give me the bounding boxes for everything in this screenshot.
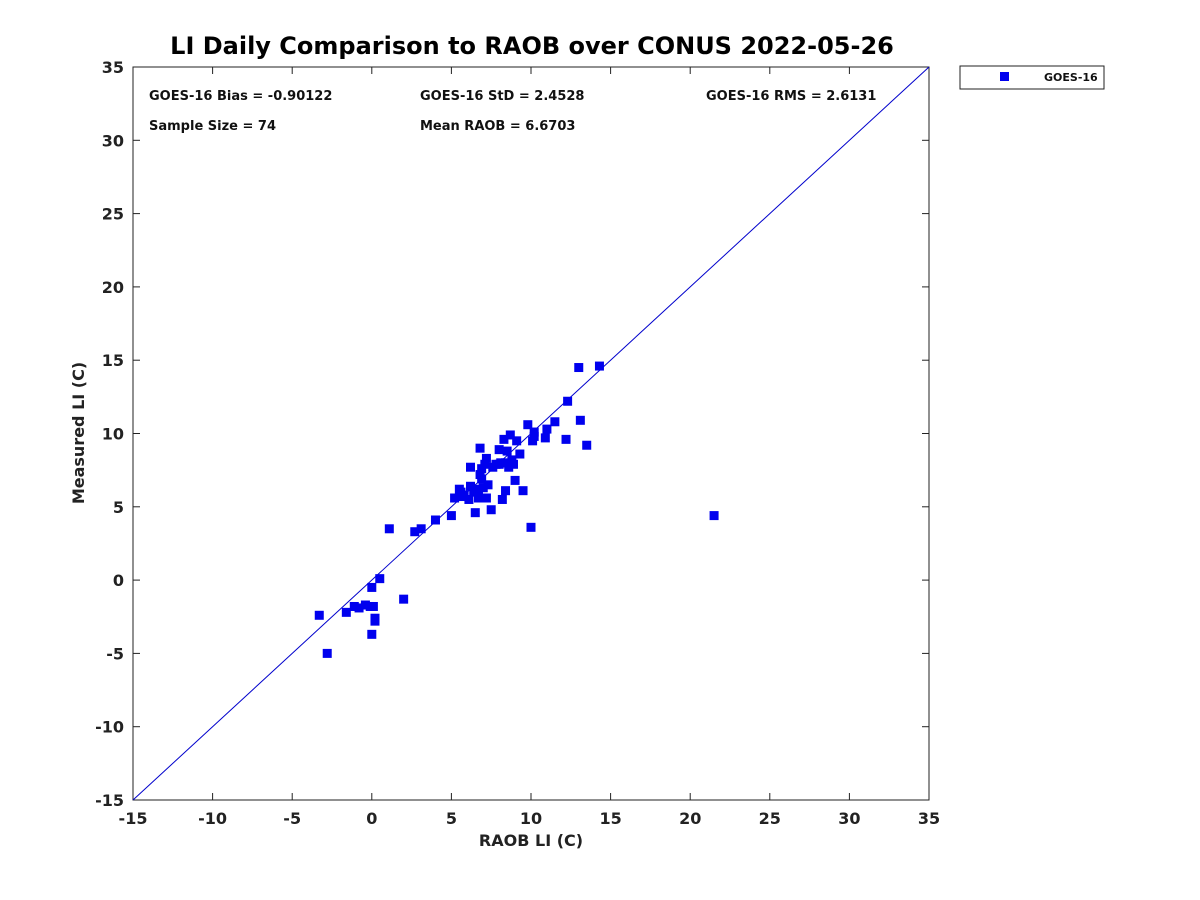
y-tick-label: 20 <box>102 278 124 297</box>
data-point <box>540 433 550 443</box>
x-tick-label: 0 <box>366 809 377 828</box>
data-point <box>477 474 487 484</box>
data-point <box>367 629 377 639</box>
y-tick-label: -10 <box>95 718 124 737</box>
y-tick-label: 30 <box>102 131 124 150</box>
data-point <box>561 434 571 444</box>
data-point <box>384 524 394 534</box>
data-point <box>510 475 520 485</box>
data-point <box>512 436 522 446</box>
data-point <box>574 363 584 373</box>
data-point <box>470 508 480 518</box>
annotation-sample-size: Sample Size = 74 <box>149 119 276 134</box>
data-point <box>322 648 332 658</box>
data-points-goes16 <box>314 361 719 658</box>
data-point <box>494 445 504 455</box>
data-point <box>709 511 719 521</box>
data-point <box>459 490 469 500</box>
data-point <box>508 459 518 469</box>
data-point <box>450 493 460 503</box>
data-point <box>491 459 501 469</box>
y-tick-label: 25 <box>102 205 124 224</box>
x-tick-label: -10 <box>198 809 227 828</box>
data-point <box>542 424 552 434</box>
data-point <box>370 613 380 623</box>
data-point <box>575 415 585 425</box>
data-point <box>466 481 476 491</box>
data-point <box>496 458 506 468</box>
data-point <box>399 594 409 604</box>
data-point <box>475 443 485 453</box>
data-point <box>469 487 479 497</box>
data-point <box>483 480 493 490</box>
data-point <box>473 484 483 494</box>
data-point <box>518 486 528 496</box>
data-point <box>478 483 488 493</box>
annotation-mean-raob: Mean RAOB = 6.6703 <box>420 119 575 134</box>
data-point <box>410 527 420 537</box>
legend-label-goes16: GOES-16 <box>1044 71 1098 84</box>
x-tick-label: -5 <box>283 809 301 828</box>
legend: GOES-16 <box>959 65 1105 90</box>
y-tick-label: 10 <box>102 425 124 444</box>
data-point <box>501 486 511 496</box>
data-point <box>367 582 377 592</box>
y-tick-label: 5 <box>113 498 124 517</box>
data-point <box>515 449 525 459</box>
x-tick-label: 35 <box>918 809 940 828</box>
data-point <box>446 511 456 521</box>
data-point <box>550 417 560 427</box>
data-point <box>582 440 592 450</box>
legend-box <box>959 65 1105 90</box>
data-point <box>464 494 474 504</box>
data-point <box>523 420 533 430</box>
data-point <box>497 494 507 504</box>
annotation-bias: GOES-16 Bias = -0.90122 <box>149 89 332 104</box>
data-point <box>349 601 359 611</box>
x-axis: -15 -10 -5 0 5 10 15 20 25 30 35 <box>119 67 940 828</box>
data-point <box>481 493 491 503</box>
x-tick-label: 15 <box>599 809 621 828</box>
data-point <box>466 462 476 472</box>
annotation-std: GOES-16 StD = 2.4528 <box>420 89 584 104</box>
data-point <box>526 522 536 532</box>
x-axis-label: RAOB LI (C) <box>479 831 583 850</box>
data-point <box>594 361 604 371</box>
legend-marker-goes16 <box>1000 72 1009 81</box>
chart-title: LI Daily Comparison to RAOB over CONUS 2… <box>170 32 894 60</box>
data-point <box>375 574 385 584</box>
x-tick-label: -15 <box>119 809 148 828</box>
data-point <box>502 446 512 456</box>
data-point <box>416 524 426 534</box>
y-tick-label: 15 <box>102 351 124 370</box>
data-point <box>480 459 490 469</box>
data-point <box>473 493 483 503</box>
data-point <box>481 453 491 463</box>
data-point <box>341 607 351 617</box>
data-point <box>563 396 573 406</box>
data-point <box>529 427 539 437</box>
y-axis: -15 -10 -5 0 5 10 15 20 25 30 35 <box>95 58 929 810</box>
x-tick-label: 20 <box>679 809 701 828</box>
y-axis-label: Measured LI (C) <box>69 362 88 504</box>
x-tick-label: 10 <box>520 809 542 828</box>
data-point <box>354 603 364 613</box>
data-point <box>486 505 496 515</box>
x-tick-label: 30 <box>838 809 860 828</box>
annotation-rms: GOES-16 RMS = 2.6131 <box>706 89 876 104</box>
data-point <box>505 430 515 440</box>
data-point <box>314 610 324 620</box>
y-tick-label: 0 <box>113 571 124 590</box>
data-point <box>368 601 378 611</box>
x-tick-label: 25 <box>759 809 781 828</box>
data-point <box>360 600 370 610</box>
x-tick-label: 5 <box>446 809 457 828</box>
data-point <box>504 462 514 472</box>
y-tick-label: 35 <box>102 58 124 77</box>
data-point <box>430 515 440 525</box>
y-tick-label: -5 <box>106 644 124 663</box>
data-point <box>499 434 509 444</box>
y-tick-label: -15 <box>95 791 124 810</box>
